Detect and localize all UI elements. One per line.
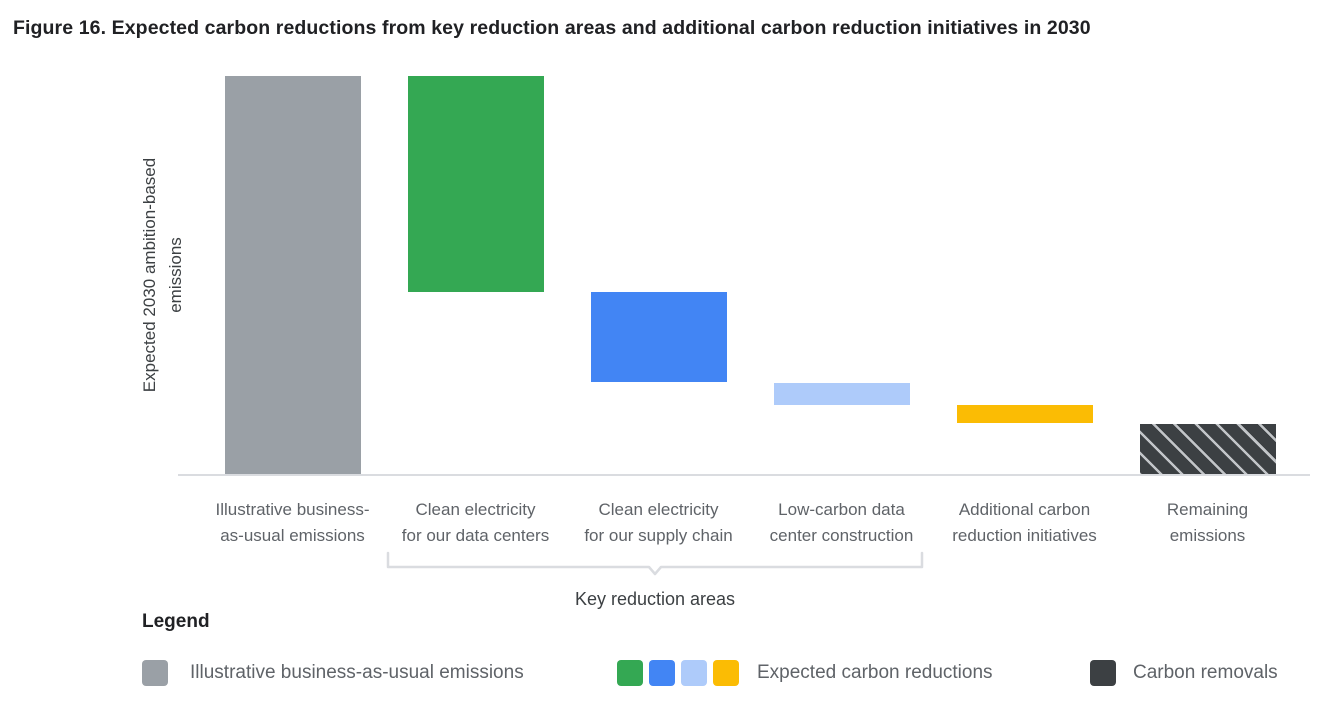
bar-additional-carbon-reduction-initiatives [956,405,1093,423]
category-label-low-carbon-data-center-construction: Low-carbon data center construction [750,497,934,549]
legend-item-bau: Illustrative business-as-usual emissions [142,660,524,686]
category-label-additional-carbon-reduction-initiatives: Additional carbon reduction initiatives [933,497,1117,549]
key-reduction-areas-label: Key reduction areas [574,589,736,609]
legend-swatches-removals [1090,660,1116,686]
legend-header: Legend [142,611,210,632]
legend-swatch-green [617,660,643,686]
category-label-line: Clean electricity [415,500,536,519]
legend-label-reductions: Expected carbon reductions [757,662,993,683]
legend-swatch-gray [142,660,168,686]
legend-swatch-blue [649,660,675,686]
category-label-clean-electricity-data-centers: Clean electricity for our data centers [384,497,568,549]
bar-business-as-usual-emissions [224,76,361,476]
category-label-clean-electricity-supply-chain: Clean electricity for our supply chain [567,497,751,549]
category-label-line: Low-carbon data [778,500,905,519]
category-label-line: Illustrative business- [215,500,370,519]
category-label-line: emissions [1169,526,1246,545]
category-label-line: Remaining [1166,500,1249,519]
bar-remaining-emissions [1139,424,1276,476]
baseline-axis [178,474,1310,476]
category-label-line: Additional carbon [958,500,1091,519]
category-label-business-as-usual-emissions: Illustrative business-as-usual emissions [201,497,385,549]
legend-swatch-dark-hatched [1090,660,1116,686]
category-label-line: center construction [769,526,914,545]
category-label-line: as-usual emissions [220,526,365,545]
bar-clean-electricity-supply-chain [590,292,727,382]
legend-swatches-bau [142,660,168,686]
figure-title: Figure 16. Expected carbon reductions fr… [13,17,1091,39]
key-reduction-areas-bracket [386,551,924,576]
legend-swatch-lightblue [681,660,707,686]
y-axis-label-line1: Expected 2030 [140,278,159,393]
category-label-line: reduction initiatives [952,526,1097,545]
legend-item-reductions: Expected carbon reductions [617,660,993,686]
category-label-line: Clean electricity [598,500,719,519]
y-axis-label: Expected 2030 ambition-based emissions [137,125,189,425]
category-label-line: for our supply chain [584,526,733,545]
legend-swatch-yellow [713,660,739,686]
legend-label-bau: Illustrative business-as-usual emissions [190,662,524,683]
category-label-remaining-emissions: Remaining emissions [1116,497,1300,549]
legend-label-removals: Carbon removals [1133,662,1278,683]
bar-clean-electricity-data-centers [407,76,544,292]
category-label-line: for our data centers [401,526,550,545]
legend-swatches-reductions [617,660,739,686]
bar-low-carbon-data-center-construction [773,383,910,405]
legend-item-removals: Carbon removals [1090,660,1278,686]
